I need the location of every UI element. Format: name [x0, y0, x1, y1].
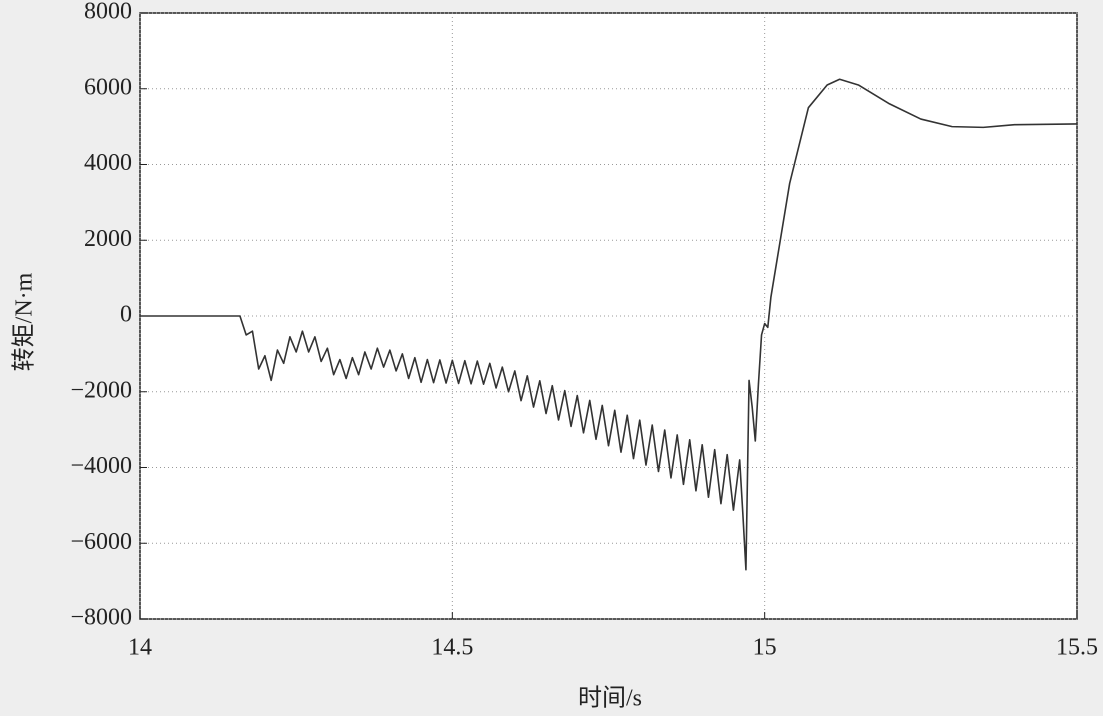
x-tick-label: 15.5	[1056, 635, 1098, 661]
y-tick-label: −4000	[70, 453, 132, 479]
y-axis-label: 转矩/N·m	[11, 272, 38, 371]
y-tick-label: 0	[120, 302, 132, 328]
y-tick-label: −8000	[70, 605, 132, 631]
y-tick-label: −6000	[70, 529, 132, 555]
x-tick-label: 15	[753, 635, 777, 661]
x-tick-label: 14	[128, 635, 152, 661]
y-tick-label: 2000	[84, 226, 132, 252]
y-tick-label: −2000	[70, 377, 132, 403]
line-series	[140, 78, 1078, 571]
y-tick-label: 6000	[84, 74, 132, 100]
x-tick-label: 14.5	[431, 635, 473, 661]
y-tick-label: 8000	[84, 0, 132, 25]
y-tick-label: 4000	[84, 150, 132, 176]
x-axis-label: 时间/s	[578, 685, 642, 712]
